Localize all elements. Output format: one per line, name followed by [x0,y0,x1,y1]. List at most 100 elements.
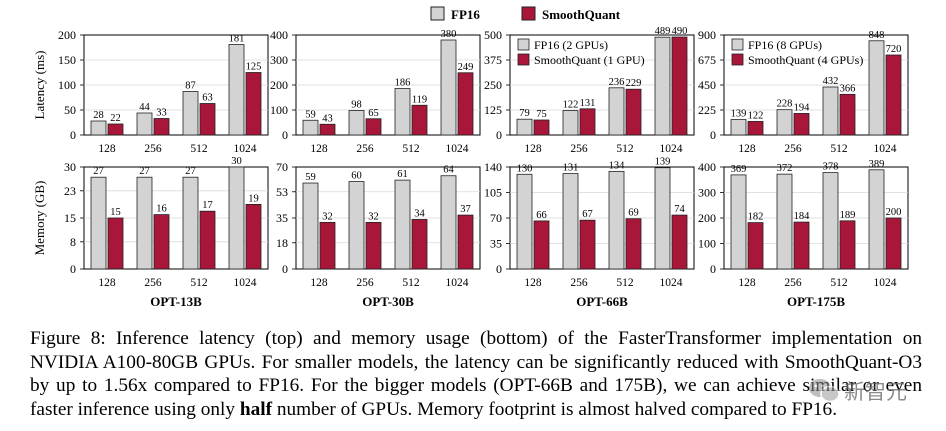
bar-value-label: 194 [794,102,811,113]
y-tick-label: 900 [698,28,716,42]
bar-value-label: 139 [655,157,671,168]
panel-legend-swatch [731,38,744,51]
x-tick-label: 512 [402,143,420,155]
panel-memory-opt-30b: 0 18 35 53 70 59 32 128 60 32 256 61 34 512 64 37 1024 OP… [276,160,481,309]
y-tick-label: 15 [64,211,76,225]
fp16-bar-128 [730,119,747,136]
bar-value-label: 229 [626,78,642,89]
fp16-bar-128 [90,120,107,136]
smoothquant-bar-128 [747,121,764,136]
y-tick-label: 450 [698,78,716,92]
bar-value-label: 490 [672,26,688,37]
x-tick-label: 256 [356,143,374,155]
bar-value-label: 98 [351,100,362,111]
y-tick-label: 70 [276,160,288,174]
bar-value-label: 182 [748,212,764,223]
y-tick-label: 100 [270,103,288,117]
x-tick-label: 512 [616,277,634,289]
y-tick-label: 18 [276,236,288,250]
x-tick-label: 1024 [874,277,897,289]
smoothquant-bar-256 [153,118,170,136]
y-tick-label: 8 [70,235,76,249]
fp16-bar-128 [516,118,533,136]
model-title: OPT-175B [787,294,845,309]
y-tick-label: 0 [496,128,502,142]
bar-value-label: 380 [441,29,457,40]
smoothquant-bar-256 [365,221,382,270]
smoothquant-bar-128 [107,123,124,136]
fp16-bar-128 [516,173,533,270]
smoothquant-bar-512 [625,88,642,136]
x-tick-label: 128 [524,277,542,289]
bar-value-label: 122 [748,110,764,121]
y-tick-label: 100 [698,237,716,251]
smoothquant-bar-512 [839,93,856,136]
x-tick-label: 128 [98,143,116,155]
y-tick-label: 0 [496,262,502,276]
fp16-bar-512 [608,87,625,136]
bar-value-label: 432 [823,76,839,87]
x-tick-label: 256 [144,143,162,155]
panel-legend-label: FP16 (8 GPUs) [748,38,822,52]
panel-legend-label: SmoothQuant (1 GPU) [534,53,645,67]
bar-value-label: 79 [519,108,530,119]
caption-text-1: Inference latency (top) and memory usage… [30,328,922,420]
panel-latency-opt-66b: 0 125 250 375 500 79 75 128 122 131 256 236 229 512 48… [484,26,695,155]
y-tick-label: 105 [484,186,502,200]
x-tick-label: 256 [784,143,802,155]
bar-value-label: 119 [412,94,427,105]
x-tick-label: 512 [402,277,420,289]
fp16-bar-128 [302,119,319,136]
bar-value-label: 15 [110,207,121,218]
fp16-bar-256 [348,110,365,136]
bar-value-label: 389 [869,159,885,170]
y-tick-label: 0 [282,128,288,142]
panel-memory-opt-66b: 0 35 70 105 140 130 66 128 131 67 256 134 69 512 139 74… [484,157,695,309]
bar-value-label: 65 [368,108,379,119]
bar-value-label: 131 [580,98,596,109]
x-tick-label: 256 [570,143,588,155]
fp16-bar-512 [822,86,839,136]
y-tick-label: 500 [484,28,502,42]
y-tick-label: 100 [58,78,76,92]
smoothquant-bar-512 [411,104,428,136]
bar-value-label: 134 [609,160,626,171]
y-tick-label: 675 [698,53,716,67]
bar-value-label: 249 [458,62,474,73]
y-tick-label: 400 [698,160,716,174]
x-tick-label: 128 [98,277,116,289]
fp16-bar-1024 [228,166,245,270]
panel-latency-opt-13b: 0 50 100 150 200 28 22 128 44 33 256 87 63 512 181 125 1… [58,28,269,155]
fp16-bar-512 [394,179,411,270]
model-title: OPT-13B [150,294,202,309]
smoothquant-bar-256 [579,108,596,136]
bar-value-label: 87 [185,81,196,92]
bar-value-label: 32 [322,211,333,222]
panel-legend-label: SmoothQuant (4 GPUs) [748,53,863,67]
fp16-bar-512 [608,170,625,270]
fp16-bar-1024 [440,39,457,136]
x-tick-label: 128 [310,143,328,155]
x-tick-label: 256 [570,277,588,289]
x-tick-label: 512 [830,277,848,289]
bar-value-label: 189 [840,210,856,221]
y-tick-label: 0 [282,262,288,276]
x-tick-label: 256 [784,277,802,289]
bar-value-label: 69 [628,208,639,219]
panel-memory-opt-175b: 0 100 200 300 400 369 182 128 372 184 256 378 189 512… [698,159,909,309]
x-tick-label: 512 [830,143,848,155]
x-tick-label: 512 [616,143,634,155]
smoothquant-bar-1024 [245,72,262,136]
fp16-bar-512 [822,172,839,270]
bar-value-label: 366 [840,83,856,94]
bar-value-label: 848 [869,30,885,41]
smoothquant-bar-512 [199,103,216,136]
legend-smoothquant-label: SmoothQuant [542,7,621,22]
bar-value-label: 60 [351,171,362,182]
y-tick-label: 0 [70,128,76,142]
bar-value-label: 37 [460,204,471,215]
fp16-bar-256 [776,109,793,136]
y-tick-label: 250 [484,78,502,92]
bar-value-label: 200 [886,207,902,218]
bar-value-label: 61 [397,169,408,180]
